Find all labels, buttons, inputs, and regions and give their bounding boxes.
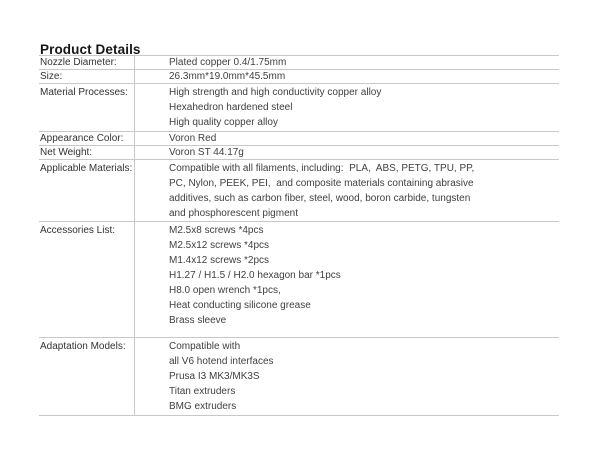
product-details-table: Nozzle Diameter: Plated copper 0.4/1.75m… xyxy=(39,55,559,416)
row-value-line: Plated copper 0.4/1.75mm xyxy=(169,57,287,68)
row-label: Appearance Color: xyxy=(39,132,135,145)
row-value-line: H8.0 open wrench *1pcs, xyxy=(169,285,281,296)
row-value-line: M2.5x8 screws *4pcs xyxy=(169,225,264,236)
row-label: Net Weight: xyxy=(39,146,135,159)
row-value-line: BMG extruders xyxy=(169,401,237,412)
table-row: Material Processes: High strength and hi… xyxy=(39,84,559,132)
table-row: Nozzle Diameter: Plated copper 0.4/1.75m… xyxy=(39,56,559,70)
table-row: Appearance Color: Voron Red xyxy=(39,132,559,146)
row-value: High strength and high conductivity copp… xyxy=(135,84,559,131)
row-value-line: Prusa I3 MK3/MK3S xyxy=(169,371,260,382)
row-value-line: Compatible with xyxy=(169,341,241,352)
row-value-line: Compatible with all filaments, including… xyxy=(169,163,475,174)
row-value: Compatible with all filaments, including… xyxy=(135,160,559,221)
row-value: M2.5x8 screws *4pcs M2.5x12 screws *4pcs M… xyxy=(135,222,559,337)
row-value-line: all V6 hotend interfaces xyxy=(169,356,274,367)
row-value-line: Voron Red xyxy=(169,133,217,144)
row-value: Plated copper 0.4/1.75mm xyxy=(135,56,559,69)
row-value-line: H1.27 / H1.5 / H2.0 hexagon bar *1pcs xyxy=(169,270,341,281)
row-value-line: High strength and high conductivity copp… xyxy=(169,87,382,98)
row-value-line: High quality copper alloy xyxy=(169,117,278,128)
table-row: Adaptation Models: Compatible with all V6… xyxy=(39,338,559,416)
row-value-line: PC, Nylon, PEEK, PEI, and composite mate… xyxy=(169,178,474,189)
table-row: Applicable Materials: Compatible with al… xyxy=(39,160,559,222)
row-value-line: and phosphorescent pigment xyxy=(169,208,298,219)
row-value-line: Titan extruders xyxy=(169,386,236,397)
row-label: Accessories List: xyxy=(39,222,135,337)
row-value: Compatible with all V6 hotend interfaces P… xyxy=(135,338,559,415)
row-value-line: Heat conducting silicone grease xyxy=(169,300,311,311)
row-value: 26.3mm*19.0mm*45.5mm xyxy=(135,70,559,83)
row-label: Adaptation Models: xyxy=(39,338,135,415)
table-row: Accessories List: M2.5x8 screws *4pcs M2.… xyxy=(39,222,559,338)
row-label: Size: xyxy=(39,70,135,83)
row-value: Voron Red xyxy=(135,132,559,145)
table-row: Net Weight: Voron ST 44.17g xyxy=(39,146,559,160)
row-label: Nozzle Diameter: xyxy=(39,56,135,69)
row-value-line: Hexahedron hardened steel xyxy=(169,102,293,113)
row-value-line: Brass sleeve xyxy=(169,315,227,326)
table-row: Size: 26.3mm*19.0mm*45.5mm xyxy=(39,70,559,84)
row-value-line: additives, such as carbon fiber, steel, … xyxy=(169,193,471,204)
row-label: Applicable Materials: xyxy=(39,160,135,221)
row-value: Voron ST 44.17g xyxy=(135,146,559,159)
row-value-line: M2.5x12 screws *4pcs xyxy=(169,240,270,251)
row-value-line: 26.3mm*19.0mm*45.5mm xyxy=(169,71,286,82)
row-value-line: M1.4x12 screws *2pcs xyxy=(169,255,270,266)
row-value-line: Voron ST 44.17g xyxy=(169,147,244,158)
row-label: Material Processes: xyxy=(39,84,135,131)
page-title: Product Details xyxy=(40,42,141,58)
